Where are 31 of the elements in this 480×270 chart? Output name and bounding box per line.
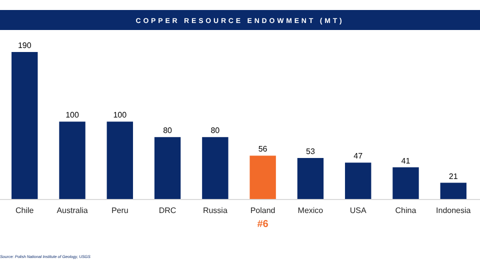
x-tick-label: China <box>395 206 417 215</box>
bar <box>59 122 86 199</box>
bar <box>202 137 228 199</box>
data-label: 100 <box>66 110 80 120</box>
x-tick-label: Australia <box>56 206 88 215</box>
data-label: 100 <box>113 110 128 120</box>
text: #6 <box>257 219 269 230</box>
x-tick-label: DRC <box>158 206 176 215</box>
bar <box>12 52 38 199</box>
x-tick-label: USA <box>350 206 367 215</box>
data-label: 53 <box>306 146 316 156</box>
data-label: 80 <box>210 126 220 136</box>
data-label: 21 <box>448 172 458 181</box>
bar <box>250 156 276 199</box>
bar <box>154 137 181 199</box>
x-tick-label: Chile <box>16 206 34 215</box>
bar <box>297 158 324 199</box>
x-tick-label: Indonesia <box>436 206 472 215</box>
data-label: 190 <box>18 41 32 50</box>
bar <box>392 167 419 199</box>
data-label: 41 <box>401 156 411 166</box>
data-label: 56 <box>258 144 268 154</box>
bar <box>344 162 372 199</box>
x-tick-label: Peru <box>111 206 128 215</box>
x-tick-label: Poland <box>250 206 276 215</box>
bar <box>106 122 134 199</box>
data-label: 47 <box>354 152 364 161</box>
x-tick-label: Russia <box>202 206 228 215</box>
data-label: 80 <box>163 126 173 136</box>
bar <box>440 182 466 199</box>
x-tick-label: Mexico <box>298 206 324 215</box>
